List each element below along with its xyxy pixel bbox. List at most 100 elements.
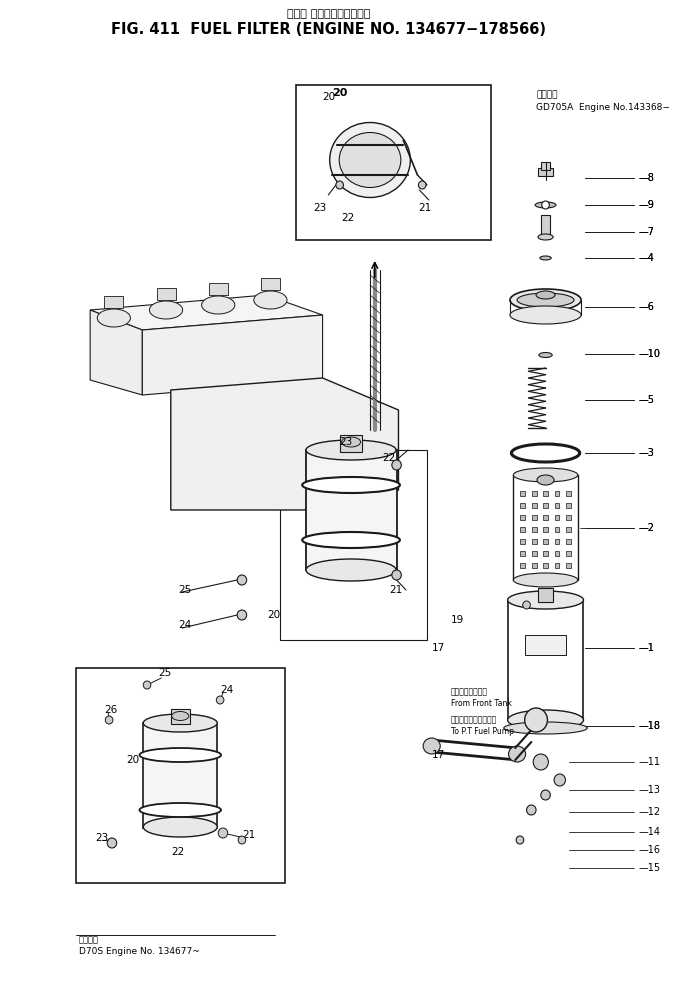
Bar: [543, 562, 548, 567]
Text: —6: —6: [639, 302, 655, 312]
Bar: [566, 539, 571, 544]
Circle shape: [105, 716, 113, 724]
Text: 22: 22: [342, 213, 355, 223]
Bar: [531, 562, 536, 567]
Circle shape: [542, 201, 549, 209]
Text: 25: 25: [179, 585, 192, 595]
Ellipse shape: [537, 475, 554, 485]
Bar: [566, 491, 571, 495]
Text: D70S Engine No. 134677~: D70S Engine No. 134677~: [79, 948, 199, 956]
Text: —3: —3: [639, 448, 655, 458]
Bar: [538, 168, 553, 176]
Text: —18: —18: [639, 721, 661, 731]
Ellipse shape: [140, 748, 221, 762]
Circle shape: [107, 838, 117, 848]
Bar: [261, 278, 280, 290]
Bar: [520, 550, 525, 555]
Text: —9: —9: [639, 200, 655, 210]
Text: 24: 24: [179, 620, 192, 630]
Ellipse shape: [149, 301, 183, 319]
Text: 20: 20: [322, 92, 336, 102]
Text: 26: 26: [104, 705, 118, 715]
Ellipse shape: [302, 477, 400, 493]
Ellipse shape: [510, 306, 581, 324]
Bar: [554, 562, 559, 567]
Text: —9: —9: [639, 200, 655, 210]
Circle shape: [217, 696, 224, 704]
Ellipse shape: [143, 714, 217, 732]
Text: 25: 25: [158, 668, 172, 678]
Bar: [296, 85, 491, 240]
Circle shape: [534, 754, 548, 770]
Ellipse shape: [172, 712, 189, 721]
Text: —2: —2: [639, 523, 655, 533]
Text: —13: —13: [639, 785, 661, 795]
Bar: [520, 514, 525, 519]
Ellipse shape: [302, 532, 400, 548]
Bar: [554, 514, 559, 519]
Ellipse shape: [536, 291, 555, 299]
Ellipse shape: [517, 293, 574, 307]
Text: 23: 23: [313, 203, 327, 213]
Text: —7: —7: [639, 227, 655, 237]
Circle shape: [554, 774, 565, 786]
Bar: [531, 539, 536, 544]
Text: GD705A  Engine No.143368−: GD705A Engine No.143368−: [536, 102, 670, 111]
Bar: [520, 539, 525, 544]
Text: —6: —6: [639, 302, 655, 312]
Text: 24: 24: [220, 685, 233, 695]
Ellipse shape: [513, 573, 578, 587]
Ellipse shape: [306, 559, 396, 581]
Bar: [209, 283, 228, 295]
Ellipse shape: [539, 353, 552, 358]
Bar: [520, 527, 525, 532]
Bar: [531, 502, 536, 507]
Circle shape: [525, 708, 547, 732]
Ellipse shape: [508, 591, 583, 609]
Ellipse shape: [254, 291, 287, 309]
Text: 21: 21: [389, 585, 402, 595]
Text: 適用号機: 適用号機: [79, 936, 99, 945]
Text: プレファエルポンプへ: プレファエルポンプへ: [450, 716, 497, 724]
Text: —18: —18: [639, 721, 661, 731]
Text: 17: 17: [432, 750, 445, 760]
Polygon shape: [171, 378, 399, 510]
Polygon shape: [90, 310, 143, 395]
Bar: [520, 562, 525, 567]
Bar: [171, 709, 190, 724]
Ellipse shape: [535, 202, 556, 208]
Ellipse shape: [339, 133, 401, 188]
Bar: [513, 475, 578, 580]
Ellipse shape: [423, 738, 440, 754]
Polygon shape: [143, 315, 322, 395]
Text: —8: —8: [639, 173, 655, 183]
Text: 22: 22: [171, 847, 184, 857]
Bar: [543, 491, 548, 495]
Circle shape: [541, 790, 550, 800]
Bar: [76, 668, 284, 883]
Text: —5: —5: [639, 395, 655, 405]
Text: —2: —2: [639, 523, 655, 533]
Circle shape: [419, 181, 426, 189]
Text: —14: —14: [639, 827, 661, 837]
Bar: [143, 723, 217, 828]
Circle shape: [522, 601, 530, 609]
Text: —7: —7: [639, 227, 655, 237]
Text: FIG. 411  FUEL FILTER (ENGINE NO. 134677−178566): FIG. 411 FUEL FILTER (ENGINE NO. 134677−…: [111, 23, 546, 37]
Text: —16: —16: [639, 845, 661, 855]
Text: —1: —1: [639, 643, 655, 653]
Bar: [531, 550, 536, 555]
Circle shape: [237, 575, 246, 585]
Circle shape: [516, 836, 524, 844]
Text: フロトタンクより: フロトタンクより: [450, 687, 488, 697]
Text: 20: 20: [126, 755, 139, 765]
Bar: [520, 502, 525, 507]
Text: 22: 22: [383, 453, 396, 463]
Text: 21: 21: [242, 830, 255, 840]
Bar: [531, 527, 536, 532]
Bar: [543, 502, 548, 507]
Text: 適用号機: 適用号機: [536, 90, 558, 99]
Ellipse shape: [306, 440, 396, 460]
Bar: [566, 514, 571, 519]
Circle shape: [392, 570, 401, 580]
